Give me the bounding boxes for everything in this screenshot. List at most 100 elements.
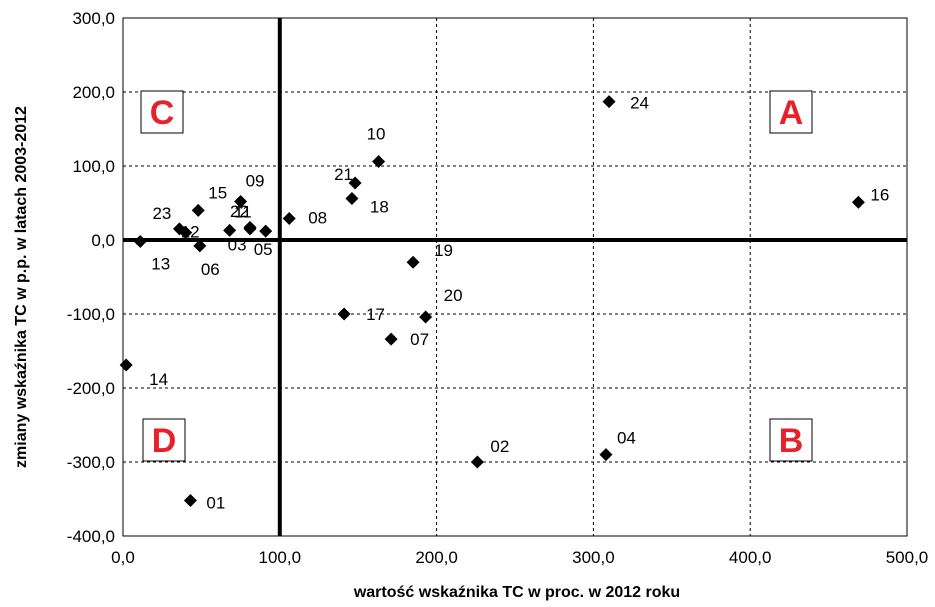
point-label: 02	[490, 437, 509, 456]
quadrant-letter: C	[150, 94, 175, 132]
diamond-marker	[599, 448, 613, 462]
diamond-marker	[223, 223, 237, 237]
point-label: 13	[151, 254, 170, 273]
x-axis-title: wartość wskaźnika TC w proc. w 2012 roku	[353, 584, 680, 601]
quadrant-box	[769, 418, 813, 462]
y-tick-label: 0,0	[91, 231, 115, 250]
y-tick-label: -400,0	[67, 527, 115, 546]
data-point-07: 07	[384, 330, 429, 349]
data-point-08: 08	[282, 209, 327, 228]
y-tick-label: 200,0	[72, 83, 115, 102]
diamond-marker	[419, 310, 433, 324]
diamond-marker	[172, 222, 186, 236]
point-label: 08	[308, 209, 327, 228]
point-label: 15	[208, 183, 227, 202]
point-label: 03	[228, 235, 247, 254]
x-tick-label: 0,0	[111, 548, 135, 567]
data-point-18: 18	[345, 192, 389, 217]
tick-labels: 0,0 100,0 200,0 300,0 400,0 500,0-400,0-300,0…	[67, 9, 928, 567]
data-point-24: 24	[602, 94, 649, 113]
diamond-marker	[470, 455, 484, 469]
diamond-marker	[337, 307, 351, 321]
data-point-03: 03	[223, 223, 247, 254]
point-label: 06	[201, 260, 220, 279]
x-tick-label: 400,0	[729, 548, 772, 567]
diamond-marker	[259, 224, 273, 238]
diamond-marker	[119, 358, 133, 372]
data-point-04: 04	[599, 429, 636, 462]
data-point-10: 10	[367, 125, 386, 169]
diamond-marker	[384, 332, 398, 346]
diamond-marker	[183, 493, 197, 507]
data-point-02: 02	[470, 437, 509, 469]
diamond-marker	[282, 212, 296, 226]
data-point-17: 17	[337, 305, 385, 324]
quadrant-label-b: B	[769, 418, 813, 462]
y-tick-label: 100,0	[72, 157, 115, 176]
data-point-14: 14	[119, 358, 168, 389]
data-point-01: 01	[183, 493, 225, 512]
quadrant-label-d: D	[142, 418, 186, 462]
diamond-marker	[602, 95, 616, 109]
point-label: 23	[152, 204, 171, 223]
data-point-23: 23	[152, 204, 186, 236]
y-tick-label: -200,0	[67, 379, 115, 398]
point-label: 19	[434, 241, 453, 260]
quadrant-letter: A	[779, 94, 804, 132]
quadrant-letter: D	[152, 422, 177, 460]
point-label: 24	[630, 94, 649, 113]
data-point-16: 16	[851, 185, 889, 209]
point-label: 10	[367, 125, 386, 144]
quadrant-labels: A B C D	[140, 90, 813, 462]
diamond-marker	[406, 255, 420, 269]
data-points: 01 02 03 04 05 06 07 08 09 10 11 12 13 14 15 16 17 18 19 20…	[119, 94, 889, 512]
y-tick-label: -300,0	[67, 453, 115, 472]
data-point-19: 19	[406, 241, 453, 269]
quadrant-letter: B	[779, 422, 804, 460]
data-point-05: 05	[254, 224, 273, 259]
data-point-09: 09	[234, 172, 265, 209]
diamond-marker	[372, 155, 386, 169]
quadrant-dividers	[123, 18, 907, 536]
diamond-marker	[345, 192, 359, 206]
diamond-marker	[191, 203, 205, 217]
point-label: 17	[366, 305, 385, 324]
point-label: 21	[334, 165, 353, 184]
point-label: 18	[370, 198, 389, 217]
data-point-21: 21	[334, 165, 362, 190]
data-point-15: 15	[191, 183, 227, 217]
point-label: 04	[617, 429, 636, 448]
point-label: 01	[206, 493, 225, 512]
diamond-marker	[133, 234, 147, 248]
point-label: 09	[246, 172, 265, 191]
diamond-marker	[243, 222, 257, 236]
point-label: 12	[181, 223, 200, 242]
quadrant-label-c: C	[140, 90, 184, 134]
quadrant-box	[769, 90, 813, 134]
point-label: 22	[230, 202, 249, 221]
quadrant-box	[142, 418, 186, 462]
point-label: 07	[410, 330, 429, 349]
x-tick-label: 300,0	[572, 548, 615, 567]
data-point-20: 20	[419, 286, 463, 324]
x-tick-label: 200,0	[415, 548, 458, 567]
point-label: 20	[444, 286, 463, 305]
point-label: 05	[254, 240, 273, 259]
point-label: 14	[149, 370, 168, 389]
point-label: 16	[870, 185, 889, 204]
diamond-marker	[851, 195, 865, 209]
diamond-marker	[193, 239, 207, 253]
diamond-marker	[348, 176, 362, 190]
data-point-22: 22	[230, 202, 257, 236]
y-tick-label: 300,0	[72, 9, 115, 28]
quadrant-label-a: A	[769, 90, 813, 134]
x-tick-label: 500,0	[886, 548, 929, 567]
data-point-13: 13	[133, 234, 170, 273]
data-point-06: 06	[193, 239, 220, 279]
x-tick-label: 100,0	[259, 548, 302, 567]
y-axis-title: zmiany wskaźnika TC w p.p. w latach 2003…	[13, 106, 30, 468]
quadrant-box	[140, 90, 184, 134]
y-tick-label: -100,0	[67, 305, 115, 324]
